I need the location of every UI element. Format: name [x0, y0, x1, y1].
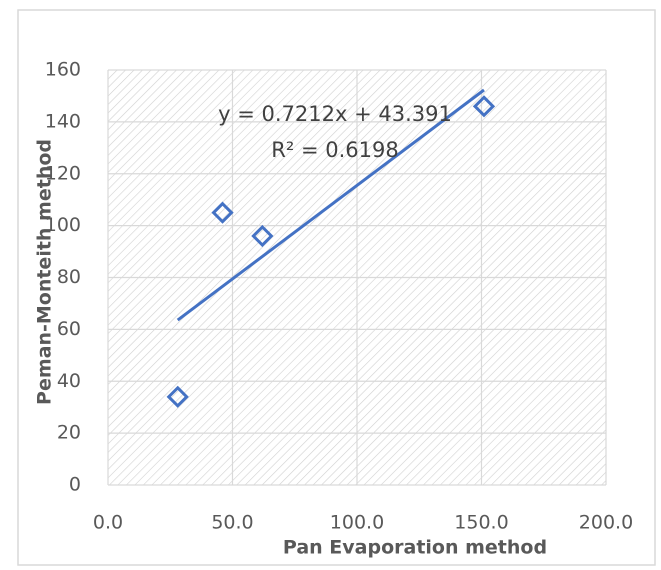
y-tick-label: 80 — [57, 266, 81, 288]
x-tick-label: 0.0 — [93, 512, 123, 534]
y-tick-label: 160 — [45, 59, 81, 81]
point — [211, 201, 234, 224]
x-tick-label: 200.0 — [579, 512, 633, 534]
y-axis-title: Peman-Monteith method — [34, 139, 56, 405]
point — [472, 95, 496, 118]
y-tick-label: 60 — [57, 318, 81, 340]
y-tick-label: 20 — [57, 422, 81, 444]
y-tick-label: 0 — [69, 474, 81, 496]
x-tick-label: 50.0 — [211, 512, 253, 534]
point — [251, 224, 274, 248]
x-axis-title: Pan Evaporation method — [283, 537, 547, 559]
y-tick-label: 100 — [45, 214, 81, 236]
trendline — [176, 88, 485, 322]
y-tick-label: 120 — [45, 162, 81, 184]
trendline-equation: y = 0.7212x + 43.391 — [218, 102, 452, 126]
y-tick-label: 140 — [45, 110, 81, 132]
r-squared: R² = 0.6198 — [271, 138, 398, 162]
x-tick-label: 150.0 — [454, 512, 508, 534]
y-tick-label: 40 — [57, 370, 81, 392]
point — [166, 385, 189, 408]
x-tick-label: 100.0 — [330, 512, 384, 534]
grid — [107, 69, 607, 486]
